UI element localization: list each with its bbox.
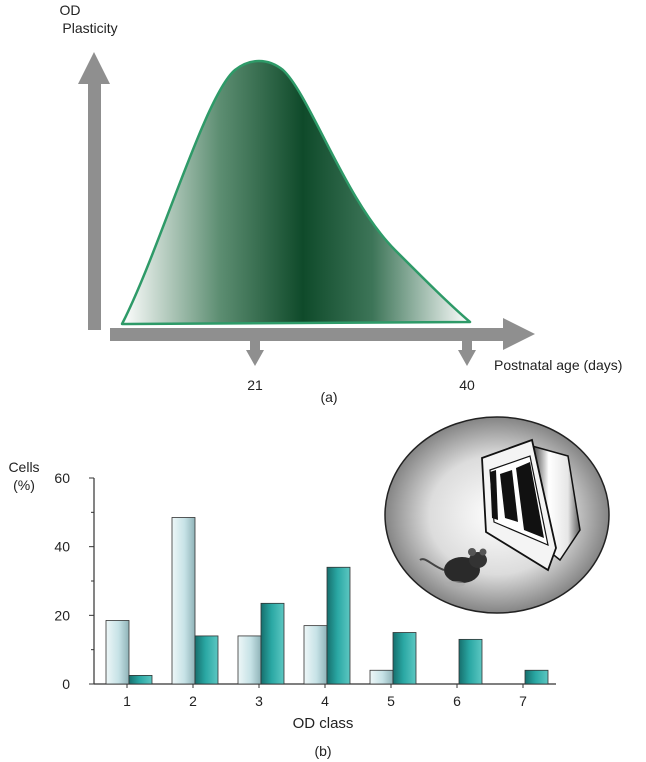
bar-series1-class-5 (369, 669, 394, 685)
bar-series2-class-7 (524, 669, 549, 685)
bars (105, 517, 549, 685)
y-axis-label-line1: OD (60, 2, 81, 18)
y-tick-label: 40 (54, 539, 70, 555)
x-tick-label: 2 (189, 693, 197, 709)
x-axis-arrow (110, 318, 535, 350)
age-marker-label: 40 (459, 377, 475, 393)
panel-a-plasticity-curve: OD Plasticity 21 40 Postnatal age (days)… (60, 2, 623, 405)
bar-series2-class-5 (392, 632, 417, 685)
panel-b-bar-chart: Cells (%) 0 20 40 60 1 2 3 4 5 6 7 OD class (b) (8, 416, 610, 759)
y-axis-label-line2: Plasticity (62, 20, 117, 36)
bar-series1-class-3 (237, 635, 262, 685)
plasticity-curve (120, 59, 472, 326)
age-marker-label: 21 (247, 377, 263, 393)
y-tick-label: 60 (54, 470, 70, 486)
x-tick-label: 5 (387, 693, 395, 709)
bar-series2-class-6 (458, 638, 483, 685)
x-tick-label: 1 (123, 693, 131, 709)
x-tick-label: 7 (519, 693, 527, 709)
age-marker-21: 21 (246, 340, 264, 393)
y-tick-label: 20 (54, 607, 70, 623)
bar-series2-class-3 (260, 602, 285, 685)
age-marker-40: 40 (458, 340, 476, 393)
x-tick-label: 6 (453, 693, 461, 709)
y-axis-title-line1: Cells (8, 459, 39, 475)
bar-series2-class-2 (194, 635, 219, 685)
bar-series2-class-4 (326, 566, 351, 685)
mouse-icon (419, 548, 487, 587)
x-tick-label: 4 (321, 693, 329, 709)
panel-a-caption: (a) (320, 389, 337, 405)
x-axis-label: Postnatal age (days) (494, 357, 622, 373)
bar-series1-class-2 (171, 517, 196, 685)
x-axis-title: OD class (293, 715, 354, 732)
x-tick-label: 3 (255, 693, 263, 709)
y-axis-title-line2: (%) (13, 477, 35, 493)
y-axis-arrow (78, 52, 110, 330)
y-tick-label: 0 (62, 676, 70, 692)
x-ticks: 1 2 3 4 5 6 7 (123, 684, 527, 709)
mouse-monitor-illustration (384, 416, 610, 614)
panel-b-caption: (b) (314, 743, 331, 759)
bar-series2-class-1 (128, 675, 153, 685)
y-ticks: 0 20 40 60 (54, 470, 94, 692)
bar-series1-class-4 (303, 625, 328, 685)
bar-series1-class-1 (105, 620, 130, 685)
